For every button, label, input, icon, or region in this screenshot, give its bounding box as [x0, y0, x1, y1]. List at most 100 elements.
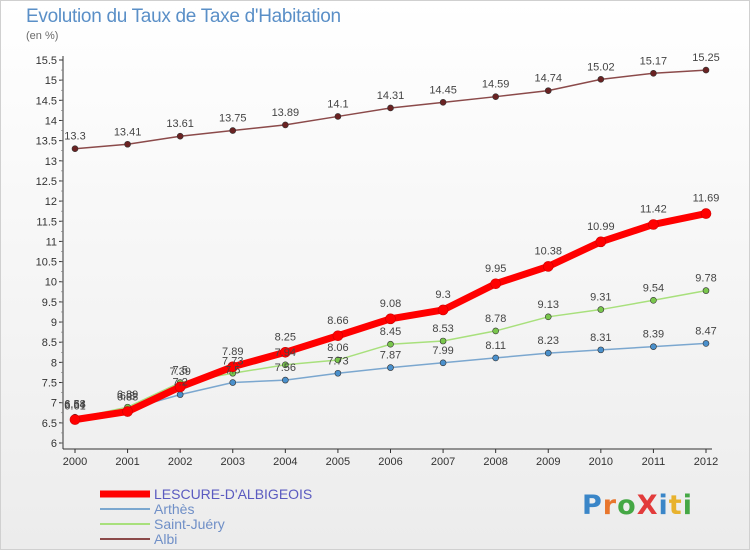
x-tick-label: 2004	[273, 456, 297, 468]
data-point	[387, 104, 394, 112]
data-point	[229, 127, 237, 134]
data-point	[650, 343, 657, 350]
data-label: 8.23	[538, 335, 559, 347]
legend-entry: Arthès	[154, 501, 194, 517]
data-label: 6.89	[117, 389, 138, 401]
data-label: 7.87	[380, 350, 401, 362]
data-label: 6.61	[64, 400, 85, 412]
y-tick-label: 6.5	[42, 418, 57, 430]
data-label: 8.45	[380, 326, 401, 338]
data-point	[597, 306, 605, 313]
y-tick-label: 13	[45, 156, 57, 168]
y-tick-label: 11.5	[36, 216, 57, 228]
data-label: 8.06	[327, 342, 348, 354]
data-point	[544, 87, 552, 94]
data-point	[124, 140, 131, 148]
logo-letter: P	[582, 490, 603, 521]
data-point	[702, 287, 710, 294]
data-point	[439, 99, 447, 106]
data-label: 9.08	[380, 298, 401, 310]
data-label: 10.99	[587, 221, 615, 233]
data-point	[542, 261, 554, 272]
data-label: 13.75	[219, 113, 247, 125]
data-point	[282, 121, 289, 129]
data-label: 8.53	[432, 323, 453, 335]
data-label: 10.38	[534, 245, 562, 257]
data-label: 8.11	[485, 340, 506, 352]
data-point	[334, 369, 342, 377]
data-point	[492, 354, 499, 362]
x-tick-label: 2010	[589, 456, 613, 468]
data-label: 6.64	[64, 399, 85, 411]
y-tick-label: 10.5	[36, 257, 57, 269]
data-label: 6.58	[64, 399, 85, 411]
data-point	[334, 113, 342, 120]
data-point	[71, 145, 79, 152]
legend-entry: Saint-Juéry	[154, 516, 225, 532]
data-point	[597, 76, 605, 83]
logo-letter: r	[602, 490, 618, 521]
data-point	[280, 346, 291, 358]
y-tick-label: 6	[51, 438, 57, 450]
data-label: 9.3	[435, 289, 450, 301]
data-label: 7.5	[173, 365, 188, 377]
data-label: 7.56	[275, 362, 296, 374]
data-label: 14.45	[429, 84, 457, 96]
data-label: 8.25	[275, 331, 296, 343]
x-tick-label: 2008	[483, 456, 507, 468]
data-label: 8.39	[643, 329, 664, 341]
data-label: 11.42	[640, 203, 667, 215]
x-tick-label: 2000	[63, 456, 87, 468]
data-label: 7.89	[222, 346, 243, 358]
data-label: 14.74	[534, 73, 562, 85]
data-label: 7.94	[275, 347, 296, 359]
data-point	[702, 66, 710, 74]
data-point	[176, 132, 184, 140]
y-tick-label: 15.5	[36, 55, 57, 67]
y-tick-label: 11	[46, 236, 57, 248]
data-point	[544, 349, 552, 357]
data-label: 7.73	[327, 355, 348, 367]
data-point	[439, 337, 447, 345]
data-point	[492, 327, 499, 335]
data-label: 9.13	[538, 299, 559, 311]
legend-entry: Albi	[154, 531, 177, 547]
chart-subtitle: (en %)	[26, 30, 59, 42]
logo-letter: i	[682, 490, 693, 521]
data-point	[332, 330, 344, 342]
data-point	[174, 381, 186, 393]
data-point	[648, 219, 659, 230]
y-tick-label: 9.5	[42, 297, 57, 309]
data-point	[282, 361, 289, 369]
data-point	[122, 406, 133, 417]
y-tick-label: 8.5	[42, 337, 57, 349]
legend-entry: LESCURE-D'ALBIGEOIS	[154, 486, 312, 502]
y-tick-label: 14	[45, 115, 57, 127]
data-point	[492, 93, 499, 100]
data-label: 8.31	[590, 332, 611, 344]
data-point	[650, 70, 657, 77]
data-point	[490, 278, 501, 290]
data-label: 9.95	[485, 263, 506, 275]
data-label: 7.2	[173, 377, 188, 389]
data-label: 9.54	[643, 282, 664, 294]
data-label: 14.1	[327, 98, 348, 110]
proxiti-logo: ProXiti	[582, 490, 693, 521]
logo-letter: X	[636, 490, 659, 521]
y-tick-label: 7	[51, 398, 57, 410]
y-tick-label: 14.5	[36, 95, 57, 107]
data-point	[334, 356, 342, 364]
data-label: 11.69	[693, 193, 720, 205]
data-label: 13.41	[114, 126, 142, 138]
data-point	[702, 340, 710, 347]
y-tick-label: 12.5	[36, 176, 57, 188]
data-point	[282, 376, 289, 384]
data-label: 15.17	[640, 55, 668, 67]
data-label: 6.8	[120, 391, 135, 403]
data-label: 7.39	[169, 366, 190, 378]
data-label: 14.59	[482, 79, 510, 91]
x-tick-label: 2006	[378, 456, 402, 468]
data-label: 13.61	[166, 118, 194, 130]
data-point	[387, 364, 394, 371]
